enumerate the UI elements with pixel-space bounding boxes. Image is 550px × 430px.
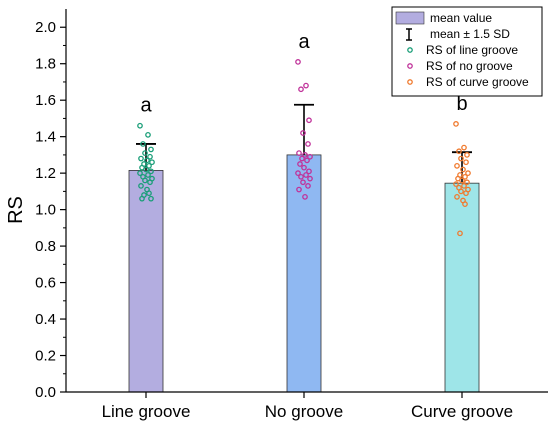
data-point [147,179,153,186]
data-point [453,181,459,187]
data-point [461,144,467,151]
data-point [462,173,468,180]
legend: mean value mean ± 1.5 SD RS of line groo… [391,6,543,97]
bar-1 [128,170,164,393]
data-point [295,170,301,176]
legend-marker-line [407,47,413,53]
data-point [295,59,301,65]
data-point [456,148,462,155]
data-point [137,170,143,176]
data-point [137,122,143,129]
data-point [301,164,307,171]
data-point [148,195,154,202]
bar-3 [444,182,480,393]
significance-label-3: b [456,93,467,115]
data-point [145,131,151,138]
y-tick-label: 2.0 [35,19,56,36]
legend-label-curve: RS of curve groove [426,75,529,89]
data-point [145,172,151,178]
data-point [465,170,471,176]
significance-labels-layer: a a b [140,31,467,117]
data-point [459,177,465,184]
data-point [464,179,470,186]
data-point [303,82,309,89]
data-point [142,150,148,156]
y-tick-label: 1.0 [35,202,56,219]
data-point [142,177,148,184]
data-point [305,183,311,189]
y-tick-label: 1.6 [35,92,56,109]
bars-layer [128,154,480,393]
legend-marker-no [407,63,413,69]
data-point [454,162,460,169]
data-point [464,152,470,158]
data-point [460,166,466,173]
data-point [454,194,460,200]
data-point [138,183,144,189]
data-point [304,157,310,164]
y-tick-label: 0.4 [35,311,56,328]
data-point [303,172,309,178]
data-point [306,117,312,124]
data-point [453,121,459,127]
data-point [461,183,467,189]
data-point [457,230,463,237]
data-point [302,152,308,158]
y-tick-label: 0.2 [35,348,56,365]
data-point [297,161,303,167]
legend-label-mean: mean value [430,11,492,25]
data-point [305,141,311,147]
data-point [300,130,306,136]
y-tick-label: 1.8 [35,56,56,73]
data-point [463,159,469,166]
data-point [306,168,312,175]
data-point [149,159,155,166]
data-point [146,162,152,169]
y-tick-label: 0.0 [35,384,56,401]
significance-label-2: a [298,31,310,53]
data-point [296,150,302,156]
y-tick-label: 1.2 [35,165,56,182]
data-point [302,194,308,200]
data-point [307,153,313,160]
data-point [463,190,469,197]
data-point [458,155,464,162]
data-point [144,157,150,164]
data-point [148,168,154,175]
data-point [148,146,154,153]
legend-label-sd: mean ± 1.5 SD [430,27,510,41]
bar-2 [286,154,322,393]
points-layer [137,59,471,237]
axes-layer: Line groove No groove Curve groove 0.0 0.2 0.… [35,9,548,421]
x-tick-label-2: No groove [265,402,343,421]
y-axis-title: RS [5,196,27,224]
data-point [299,155,305,162]
data-point [462,201,468,207]
data-point [139,195,145,202]
legend-swatch-mean [395,11,425,25]
legend-label-no: RS of no groove [426,59,513,73]
y-tick-label: 0.8 [35,238,56,255]
data-point [298,86,304,93]
x-tick-label-1: Line groove [102,402,191,421]
data-point [138,155,144,162]
data-point [147,153,153,160]
data-point [307,175,313,182]
legend-label-line: RS of line groove [426,43,518,57]
legend-marker-curve [407,79,413,85]
data-point [300,179,306,186]
data-point [298,173,304,180]
data-point [458,188,464,195]
data-point [140,141,146,147]
data-point [143,166,149,173]
x-tick-label-3: Curve groove [411,402,513,421]
significance-label-1: a [140,95,152,117]
data-point [146,190,152,197]
data-point [296,186,302,193]
legend-errorbar-icon [406,28,412,41]
y-tick-label: 1.4 [35,129,56,146]
y-tick-label: 0.6 [35,275,56,292]
